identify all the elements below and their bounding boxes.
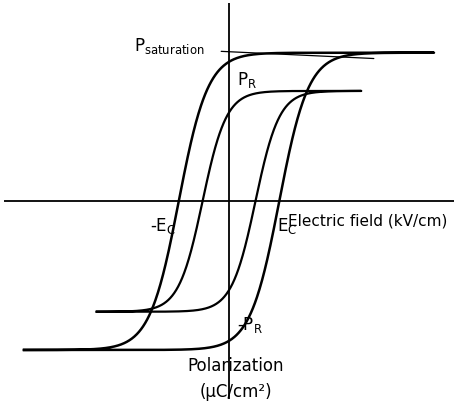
Text: -E$_{\mathrm{C}}$: -E$_{\mathrm{C}}$ xyxy=(150,216,176,236)
Text: Polarization
(μC/cm²): Polarization (μC/cm²) xyxy=(187,356,284,400)
Text: -P$_{\mathrm{R}}$: -P$_{\mathrm{R}}$ xyxy=(237,314,263,334)
Text: E$_{\mathrm{C}}$: E$_{\mathrm{C}}$ xyxy=(277,216,297,236)
Text: Electric field (kV/cm): Electric field (kV/cm) xyxy=(288,213,447,228)
Text: P$_{\mathrm{R}}$: P$_{\mathrm{R}}$ xyxy=(237,69,257,89)
Text: P$_{\mathrm{saturation}}$: P$_{\mathrm{saturation}}$ xyxy=(134,36,204,56)
